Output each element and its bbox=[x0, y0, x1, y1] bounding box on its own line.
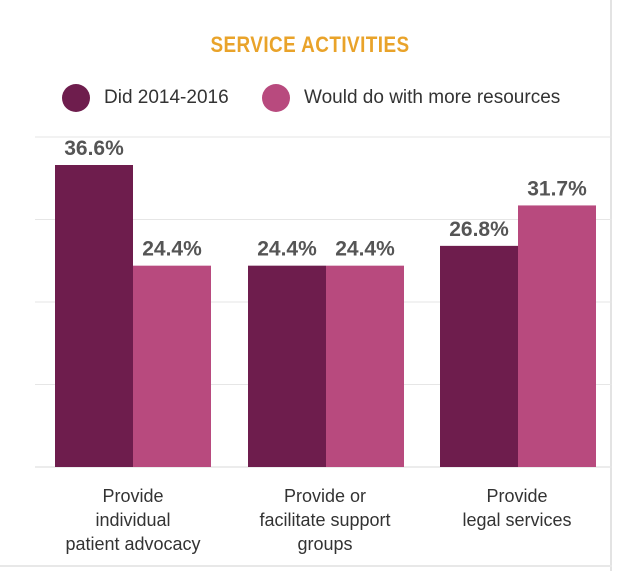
bar-series-1-category-3 bbox=[440, 245, 518, 467]
legend: Did 2014-2016 Would do with more resourc… bbox=[0, 84, 620, 114]
data-label-series-2-category-3: 31.7% bbox=[527, 177, 587, 200]
x-label-category-2: Provide or facilitate support groups bbox=[259, 486, 391, 554]
bar-series-1-category-1 bbox=[55, 165, 133, 467]
bar-series-2-category-1 bbox=[133, 265, 211, 467]
bar-series-2-category-2 bbox=[326, 265, 404, 467]
frame-bottom-border bbox=[0, 565, 612, 567]
data-label-series-2-category-2: 24.4% bbox=[335, 238, 395, 261]
data-label-series-1-category-2: 24.4% bbox=[257, 238, 317, 261]
data-label-series-1-category-3: 26.8% bbox=[449, 218, 509, 241]
data-label-series-2-category-1: 24.4% bbox=[142, 238, 202, 261]
x-label-category-1: Provide individual patient advocacy bbox=[65, 486, 201, 554]
legend-label-series-1: Did 2014-2016 bbox=[104, 87, 229, 108]
legend-swatch-series-2 bbox=[262, 84, 290, 112]
legend-label-series-2: Would do with more resources bbox=[304, 87, 561, 108]
data-label-series-1-category-1: 36.6% bbox=[64, 137, 124, 160]
chart-title: SERVICE ACTIVITIES bbox=[210, 32, 410, 57]
legend-item-series-1: Did 2014-2016 bbox=[62, 84, 229, 112]
bar-series-2-category-3 bbox=[518, 205, 596, 467]
bar-series-1-category-2 bbox=[248, 265, 326, 467]
x-label-category-3: Provide legal services bbox=[462, 486, 572, 530]
legend-swatch-series-1 bbox=[62, 84, 90, 112]
legend-item-series-2: Would do with more resources bbox=[262, 84, 560, 112]
